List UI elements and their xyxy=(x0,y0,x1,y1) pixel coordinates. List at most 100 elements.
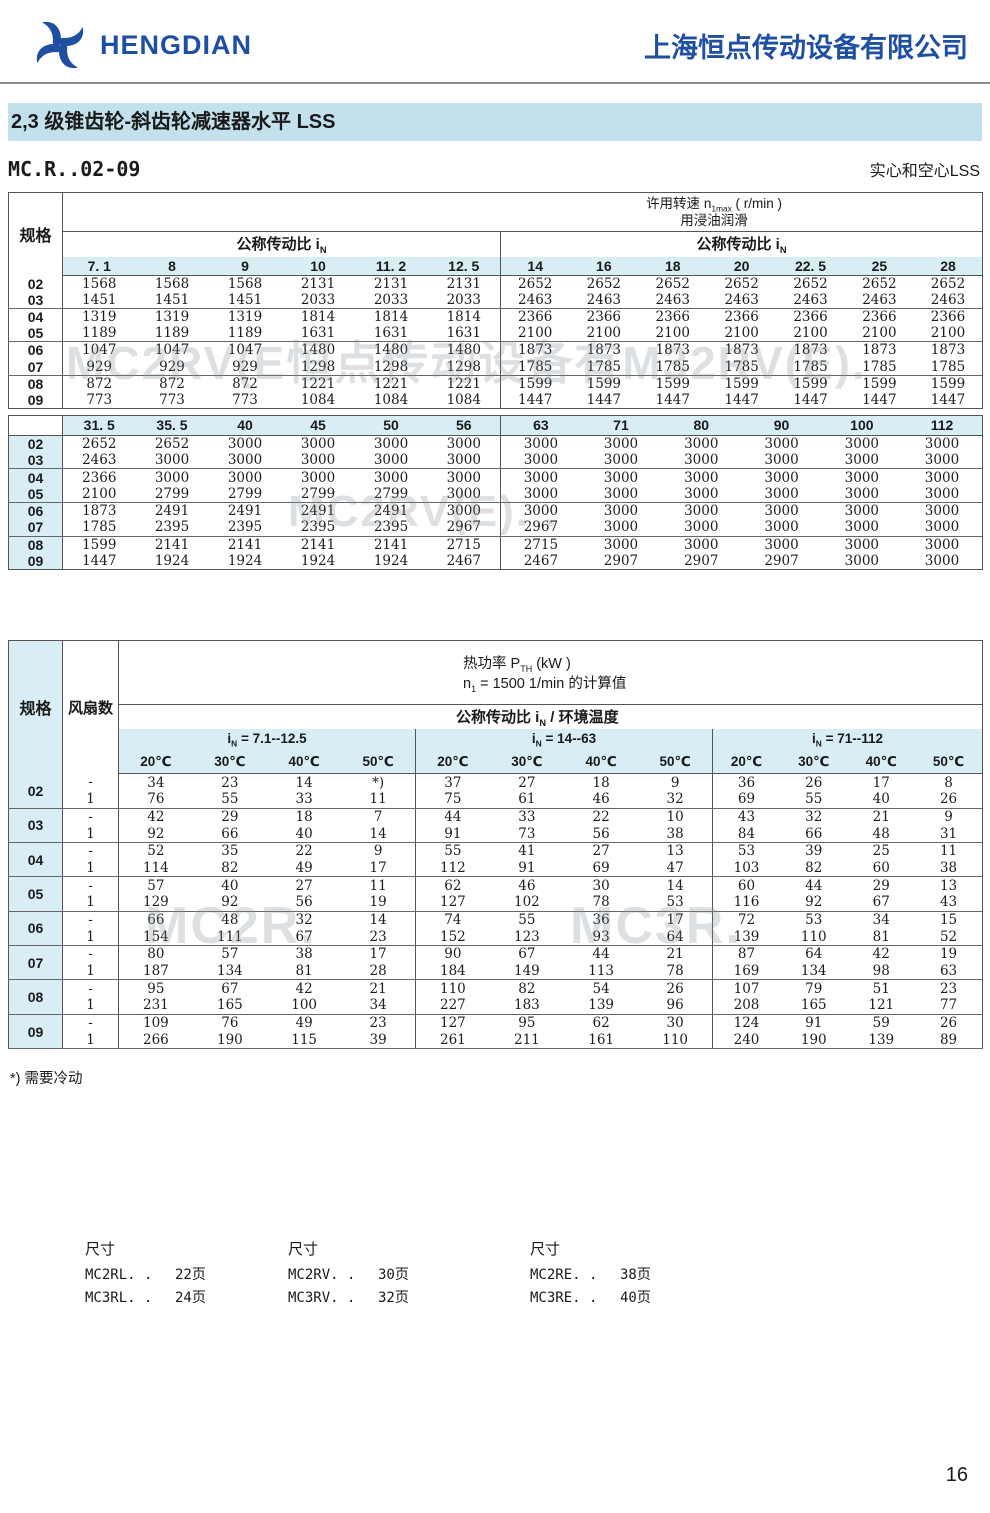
value-cell: 3000 xyxy=(446,503,481,520)
data-row: 06 1047 1047 1047 1480 1480 1480 1873 1873 1873 18… xyxy=(8,341,983,359)
spec-cell: 06 xyxy=(8,911,63,947)
value-cell: 127 xyxy=(414,1014,490,1032)
value-cell: 38 xyxy=(915,859,983,878)
data-row: 05 2100 2799 2799 2799 2799 3000 3000 3000 3000 30… xyxy=(8,485,983,503)
value-cell: 66 xyxy=(147,912,165,929)
thermal-title-cell: 热功率 PTH (kW ) n1 = 1500 1/min 的计算值 xyxy=(118,640,983,706)
value-cell: 82 xyxy=(192,859,267,878)
value-cell: 67 xyxy=(267,928,342,947)
value-cell: 1873 xyxy=(724,342,759,359)
ratio-cell: 112 xyxy=(901,415,983,436)
subscript: N xyxy=(539,717,547,728)
value-cell: 2967 xyxy=(499,519,581,537)
ratio-group-label: iN = 14--63 xyxy=(415,728,713,751)
ratio-cell: 10 xyxy=(281,256,355,277)
fan-count-cell: 1 xyxy=(62,859,119,878)
spec-cell: 08 xyxy=(8,375,63,392)
text-part: / 环境温度 xyxy=(546,708,619,726)
value-cell: 1924 xyxy=(300,553,336,570)
value-cell: 2100 xyxy=(913,325,983,343)
page-title-band: 2,3 级锥齿轮-斜齿轮减速器水平 LSS xyxy=(8,103,982,141)
value-cell: 53 xyxy=(712,842,780,860)
value-cell: 2652 xyxy=(930,276,966,293)
ratio-cell: 14 xyxy=(500,256,570,277)
value-cell: 929 xyxy=(135,358,209,376)
value-cell: 2366 xyxy=(724,309,759,326)
value-cell: 3000 xyxy=(580,519,662,537)
spec-cell: 09 xyxy=(8,1014,63,1050)
value-cell: 14 xyxy=(666,877,684,894)
value-cell: 1785 xyxy=(913,358,983,376)
value-cell: 154 xyxy=(118,928,193,947)
value-cell: 44 xyxy=(592,946,610,963)
footnote: *) 需要冷动 xyxy=(10,1071,83,1088)
value-cell: 1785 xyxy=(776,358,845,376)
value-cell: 44 xyxy=(414,808,490,826)
value-cell: 2395 xyxy=(354,519,428,537)
ratio-cell: 63 xyxy=(499,415,581,436)
value-cell: 2463 xyxy=(913,292,983,310)
value-cell: 15 xyxy=(939,912,958,929)
value-cell: 3000 xyxy=(354,452,428,470)
value-cell: 14 xyxy=(341,825,416,843)
value-cell: 19 xyxy=(341,894,416,912)
value-cell: 14 xyxy=(295,774,313,791)
value-cell: 2033 xyxy=(354,292,428,310)
speed-title-cell: 许用转速 n1max ( r/min ) 用浸油润滑 xyxy=(62,192,983,233)
value-cell: 1631 xyxy=(427,325,501,343)
fan-count-cell: 1 xyxy=(62,825,119,843)
link-item: MC2RE. . 38页 xyxy=(530,1264,651,1287)
value-cell: 3000 xyxy=(373,469,409,486)
fan-count-cell: 1 xyxy=(62,894,119,912)
value-cell: 103 xyxy=(712,859,780,878)
model-ref: MC3RV. . xyxy=(288,1290,356,1307)
value-cell: 27 xyxy=(518,774,536,791)
page-header: HENGDIAN 上海恒点传动设备有限公司 xyxy=(0,0,990,82)
value-cell: 93 xyxy=(564,928,639,947)
link-title: 尺寸 xyxy=(85,1241,116,1259)
value-cell: 2491 xyxy=(227,503,263,520)
spec-cell: 09 xyxy=(8,391,63,409)
value-cell: 52 xyxy=(915,928,983,947)
temperature-header: 40℃ xyxy=(847,750,915,775)
model-code: MC.R..02-09 xyxy=(8,157,141,181)
speed-table-continued-section: 31. 5 35. 5 40 45 50 56 63 71 80 90 100 112 02 2652 26… xyxy=(0,414,990,571)
value-cell: 1319 xyxy=(82,309,117,326)
value-cell: 2100 xyxy=(776,325,845,343)
data-row: 03 1451 1451 1451 2033 2033 2033 2463 2463 2463 24… xyxy=(8,292,983,310)
header-row: 规格 风扇数 热功率 PTH (kW ) n1 = 1500 1/min 的计算值 xyxy=(8,640,983,774)
value-cell: 66 xyxy=(192,825,267,843)
value-cell: 211 xyxy=(489,1031,564,1050)
text-part: i xyxy=(227,731,232,747)
value-cell: 42 xyxy=(295,980,313,997)
value-cell: 1599 xyxy=(82,536,117,553)
value-cell: 116 xyxy=(712,894,780,912)
value-cell: 98 xyxy=(847,962,915,981)
value-cell: 111 xyxy=(192,928,267,947)
value-cell: 3000 xyxy=(924,553,960,570)
value-cell: 2131 xyxy=(373,276,409,293)
value-cell: 8 xyxy=(944,774,953,791)
model-ref: MC2RE. . xyxy=(530,1267,598,1284)
value-cell: 33 xyxy=(518,808,536,825)
speed-table-part1: 规格 许用转速 n1max ( r/min ) 用浸油润滑 公称传动比 iN 公称传动比… xyxy=(8,192,984,409)
value-cell: 90 xyxy=(414,945,490,963)
value-cell: 139 xyxy=(712,928,780,947)
value-cell: 29 xyxy=(872,877,890,894)
text-part: 热功率 P xyxy=(463,656,521,673)
value-cell: 2463 xyxy=(62,452,136,470)
value-cell: 1221 xyxy=(373,375,409,392)
ratio-cell: 12. 5 xyxy=(427,256,501,277)
value-cell: 2100 xyxy=(844,325,914,343)
value-cell: 3000 xyxy=(741,519,822,537)
value-cell: 1599 xyxy=(586,375,622,392)
page-ref: 22页 xyxy=(175,1267,206,1284)
value-cell: 1568 xyxy=(82,276,117,293)
spec-cell: 02 xyxy=(8,773,63,809)
value-cell: 32 xyxy=(638,790,713,809)
fan-count-cell: 1 xyxy=(62,1031,119,1050)
value-cell: 1447 xyxy=(793,391,828,408)
value-cell: 26 xyxy=(666,980,684,997)
value-cell: 929 xyxy=(62,358,136,376)
